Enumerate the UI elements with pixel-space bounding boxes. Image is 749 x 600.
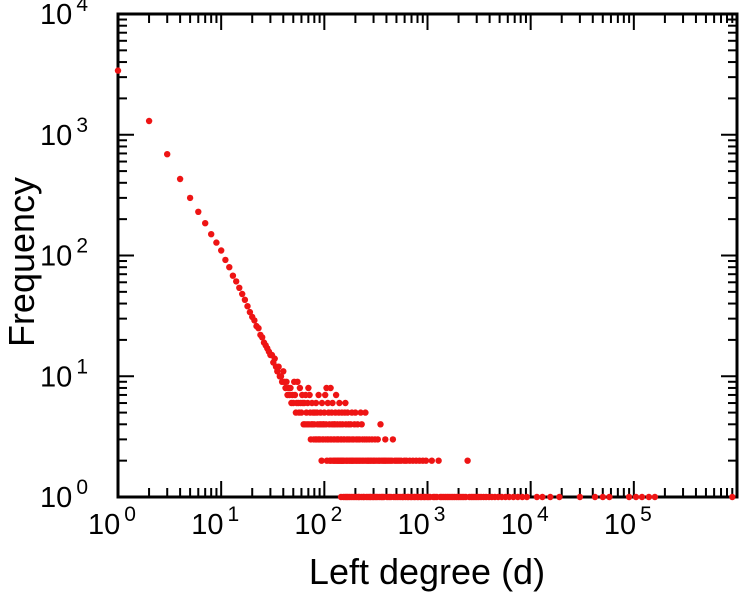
data-point	[332, 391, 340, 399]
data-point	[352, 409, 359, 416]
data-point	[114, 67, 122, 74]
data-point	[464, 457, 471, 464]
data-point	[296, 384, 304, 392]
data-point	[342, 399, 349, 407]
tick-label: 10 3	[40, 114, 88, 152]
tick-label: 10 2	[40, 235, 88, 273]
data-point	[428, 457, 435, 464]
data-point	[218, 247, 225, 254]
data-point	[422, 457, 430, 464]
data-point	[324, 399, 331, 407]
data-point	[638, 493, 646, 501]
tick-label: 10 1	[191, 503, 239, 541]
tick-label: 10 4	[40, 0, 88, 31]
plot-frame	[116, 12, 739, 499]
data-point	[576, 493, 584, 501]
data-point	[202, 220, 209, 227]
data-point	[291, 391, 299, 399]
data-point	[329, 399, 336, 407]
data-point	[377, 421, 384, 428]
data-point	[244, 303, 251, 310]
data-point	[239, 290, 246, 298]
data-point	[306, 391, 313, 399]
data-point	[523, 493, 531, 501]
data-point	[241, 296, 249, 303]
axis-ticks	[117, 13, 738, 498]
data-point	[556, 493, 563, 501]
tick-label: 10 0	[40, 476, 88, 514]
data-point	[327, 384, 334, 392]
data-point	[176, 175, 184, 183]
data-point	[195, 208, 202, 215]
data-point	[358, 421, 365, 428]
data-point	[651, 493, 659, 501]
tick-label: 10 2	[294, 503, 342, 541]
data-point	[305, 384, 312, 392]
data-point	[519, 493, 526, 501]
scatter-points	[114, 67, 736, 501]
data-point	[539, 493, 546, 501]
data-point	[374, 436, 381, 443]
data-point	[186, 194, 194, 202]
data-point	[591, 493, 599, 501]
data-point	[357, 409, 364, 416]
data-point	[514, 493, 521, 501]
data-point	[164, 151, 171, 158]
data-point	[251, 317, 258, 324]
tick-label: 10 5	[604, 503, 652, 541]
data-point	[280, 368, 287, 375]
data-point	[298, 409, 305, 416]
data-point	[645, 493, 653, 501]
data-point	[226, 264, 233, 271]
data-point	[382, 436, 389, 443]
data-point	[729, 493, 736, 501]
data-point	[294, 378, 301, 385]
data-point	[208, 231, 215, 238]
data-point	[312, 399, 320, 407]
data-point	[233, 278, 240, 285]
data-point	[322, 391, 329, 399]
data-point	[318, 399, 326, 407]
data-point	[283, 378, 290, 385]
data-point	[547, 493, 554, 501]
data-point	[606, 493, 613, 501]
data-point	[259, 334, 266, 341]
data-point	[145, 117, 153, 125]
data-point	[389, 436, 397, 443]
tick-label: 10 0	[88, 503, 136, 541]
data-point	[271, 355, 278, 362]
data-point	[275, 363, 282, 370]
data-point	[435, 457, 442, 464]
data-point	[599, 493, 606, 501]
data-point	[625, 493, 633, 501]
data-point	[277, 373, 285, 380]
data-point	[336, 399, 343, 407]
tick-label: 10 4	[501, 503, 549, 541]
data-point	[255, 325, 262, 332]
x-axis-label: Left degree (d)	[309, 551, 545, 592]
data-point	[315, 391, 322, 399]
data-point	[318, 457, 325, 464]
data-point	[287, 384, 294, 392]
y-axis-label: Frequency	[1, 177, 42, 347]
data-point	[213, 239, 220, 246]
data-point	[362, 409, 369, 416]
data-point	[246, 308, 254, 316]
data-point	[632, 493, 640, 501]
data-point	[510, 493, 517, 501]
data-point	[229, 272, 237, 279]
data-point	[236, 284, 243, 291]
x-tick-labels: 10 0 10 1 10 2 10 3 10 4 10 5	[88, 503, 652, 541]
data-point	[222, 256, 229, 264]
data-point	[533, 493, 541, 501]
tick-label: 10 1	[40, 355, 88, 393]
tick-label: 10 3	[398, 503, 446, 541]
